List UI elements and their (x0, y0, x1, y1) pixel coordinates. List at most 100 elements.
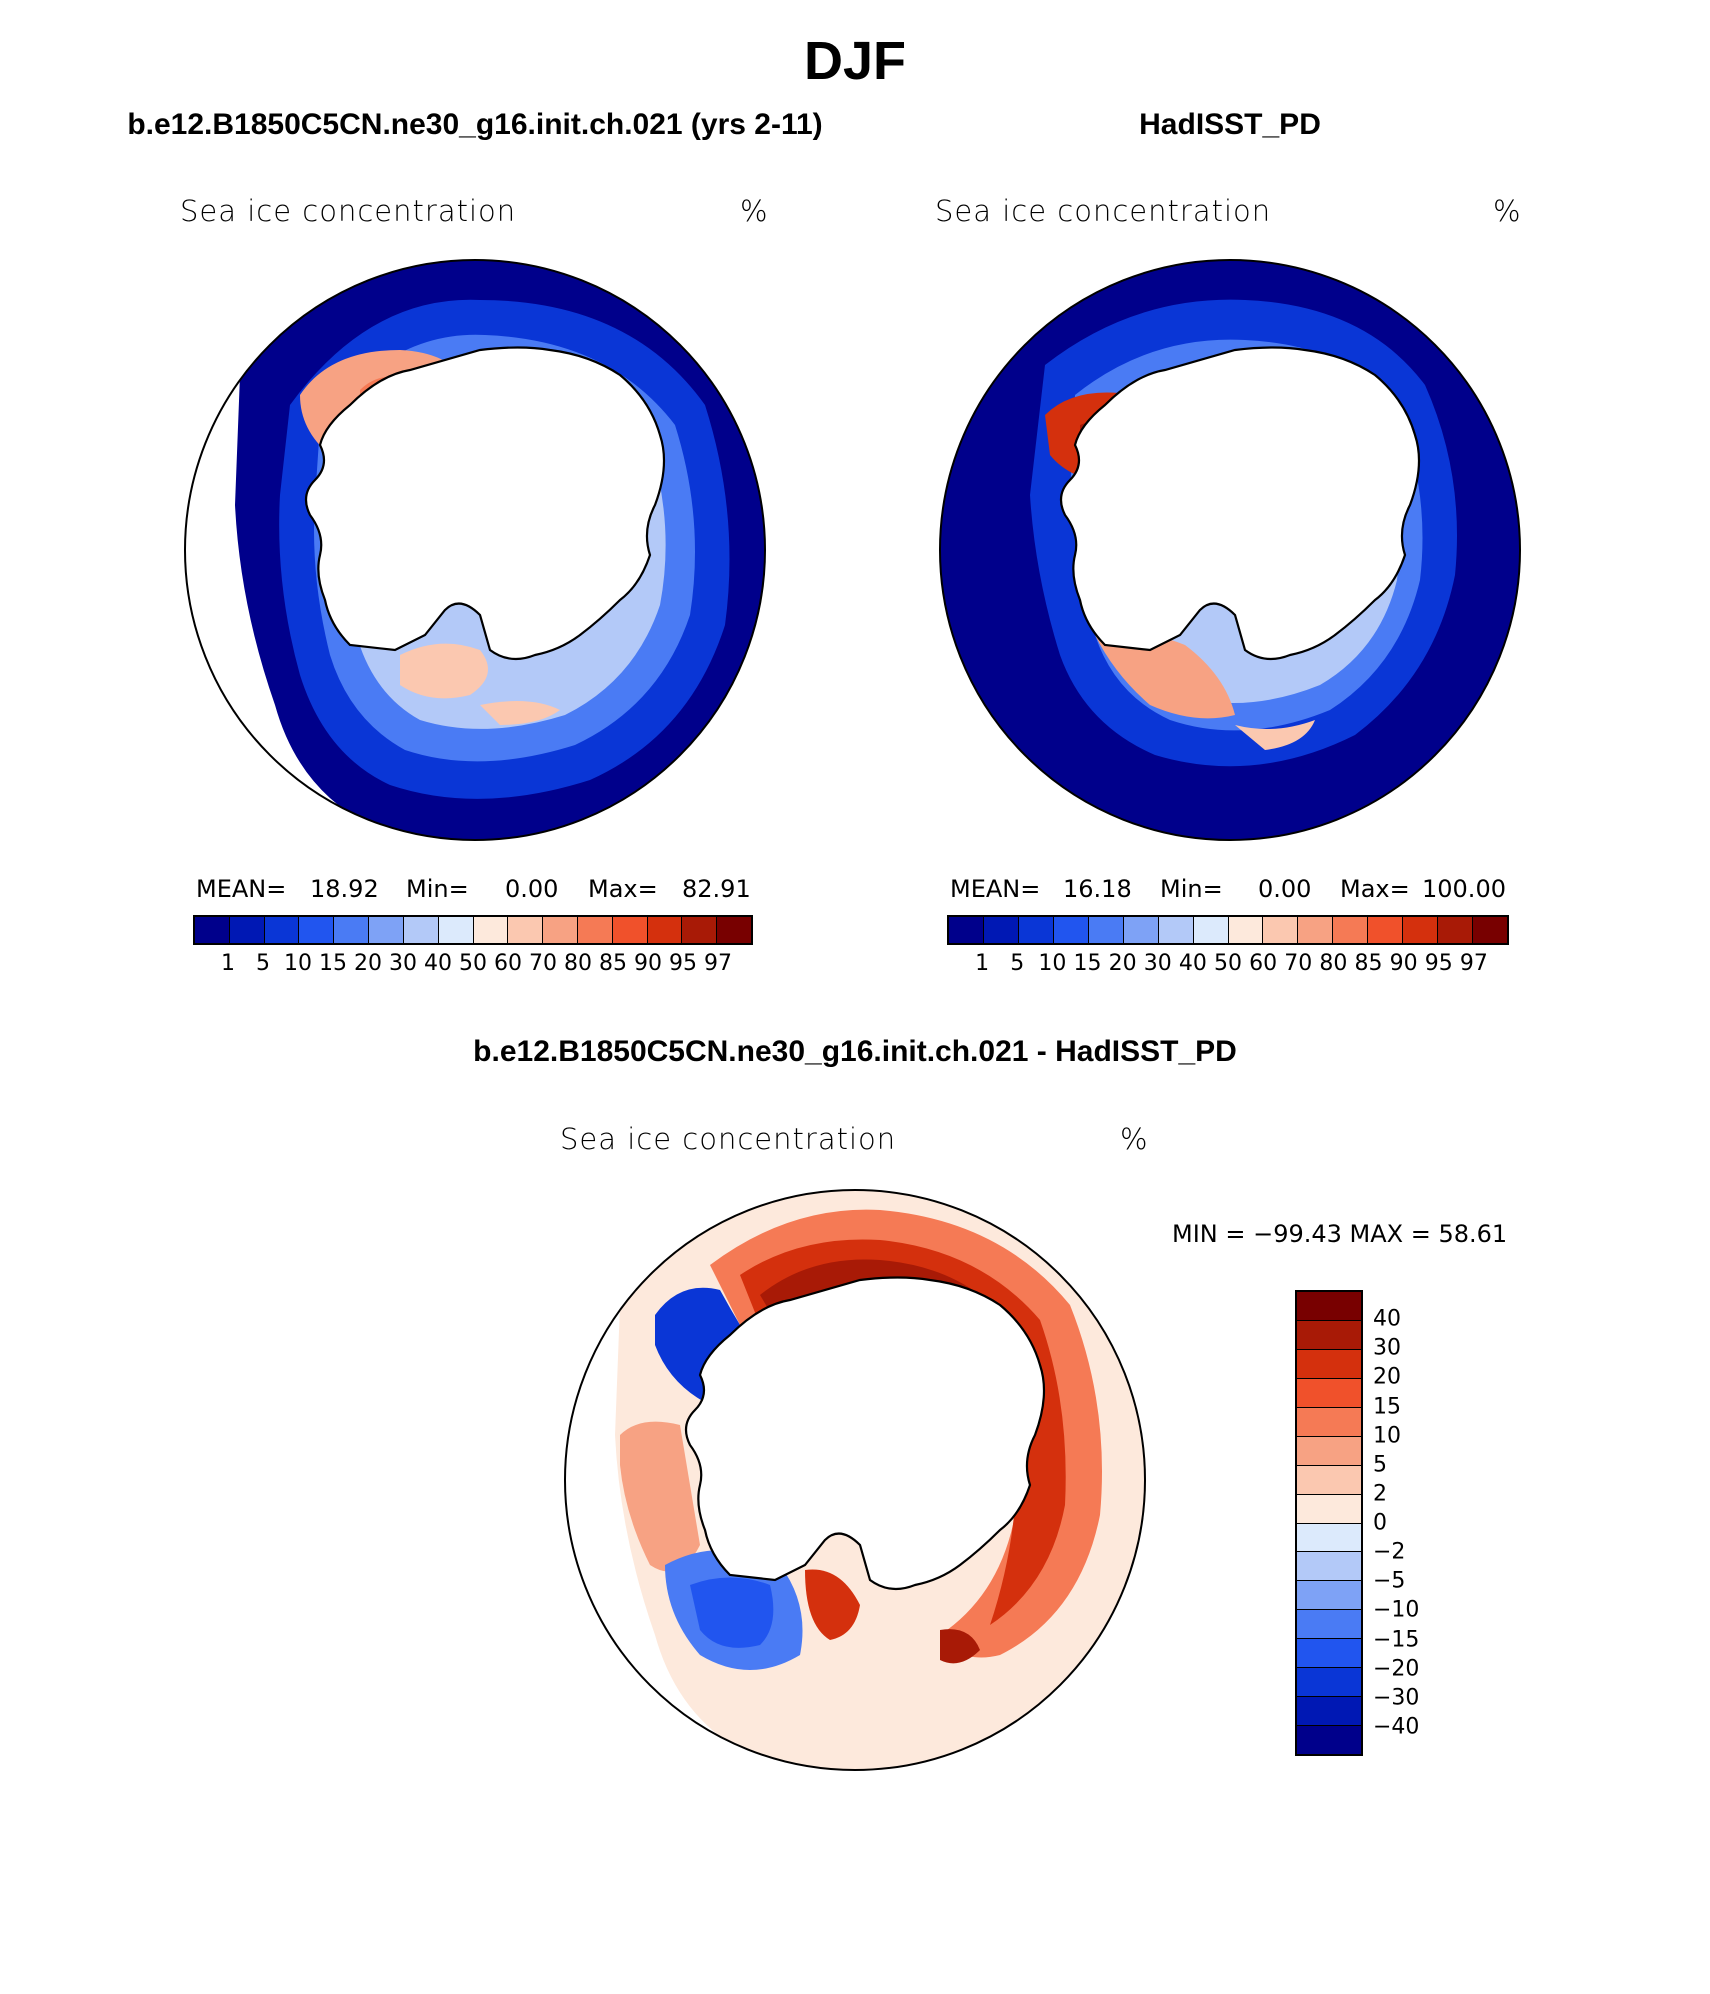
colorbar-tick-label: 0 (1373, 1510, 1387, 1536)
colorbar-tick-label: 85 (1354, 951, 1383, 976)
colorbar-swatch (577, 917, 613, 943)
colorbar-swatch (1297, 1378, 1361, 1408)
colorbar-swatch (1297, 1349, 1361, 1379)
panel-2-min: 0.00 (1258, 875, 1312, 903)
panel-2-colorbar (947, 915, 1509, 945)
colorbar-swatch (612, 917, 648, 943)
colorbar-swatch (1403, 917, 1439, 943)
colorbar-tick-label: −5 (1373, 1568, 1406, 1594)
panel-2-min-label: Min= (1160, 875, 1223, 903)
colorbar-tick-label: 50 (1214, 951, 1242, 976)
colorbar-swatch (983, 917, 1019, 943)
colorbar-swatch (195, 917, 230, 943)
colorbar-tick-label: −15 (1373, 1627, 1420, 1652)
panel-2-map (939, 259, 1521, 841)
colorbar-tick-label: −40 (1373, 1714, 1420, 1740)
colorbar-tick-label: 97 (704, 951, 732, 976)
colorbar-tick-label: 10 (284, 951, 312, 976)
colorbar-tick-label: 1 (975, 951, 990, 976)
colorbar-swatch (473, 917, 509, 943)
panel-1-min: 0.00 (505, 875, 559, 903)
colorbar-tick-label: 1 (221, 951, 235, 976)
colorbar-tick-label: −30 (1373, 1685, 1420, 1711)
colorbar-swatch (1297, 1581, 1361, 1611)
panel-1-max: 82.91 (682, 875, 751, 903)
colorbar-tick-label: 70 (529, 951, 557, 976)
colorbar-swatch (1297, 1668, 1361, 1698)
panel-2-max-label: Max= (1340, 875, 1410, 903)
colorbar-tick-label: 30 (1373, 1335, 1401, 1361)
colorbar-tick-label: 5 (256, 951, 270, 976)
colorbar-tick-label: 97 (1459, 951, 1488, 976)
colorbar-tick-label: 80 (1319, 951, 1348, 976)
colorbar-tick-label: 15 (1373, 1394, 1401, 1419)
colorbar-swatch (1088, 917, 1124, 943)
colorbar-swatch (682, 917, 718, 943)
colorbar-swatch (229, 917, 265, 943)
colorbar-tick-label: 5 (1373, 1452, 1387, 1478)
colorbar-tick-label: 20 (1373, 1364, 1401, 1390)
panel-2-max: 100.00 (1422, 875, 1506, 903)
colorbar-swatch (369, 917, 404, 943)
panel-3-variable: Sea ice concentration (560, 1122, 897, 1156)
colorbar-swatch (438, 917, 474, 943)
colorbar-swatch (1297, 1639, 1361, 1669)
colorbar-swatch (647, 917, 683, 943)
panel-3-units: % (1120, 1122, 1149, 1156)
colorbar-swatch (1297, 1697, 1361, 1727)
colorbar-swatch (1123, 917, 1159, 943)
panel-1-units: % (740, 194, 769, 228)
colorbar-swatch (1297, 1320, 1361, 1350)
panel-3-map (564, 1189, 1146, 1771)
colorbar-swatch (1297, 1494, 1361, 1524)
colorbar-swatch (1053, 917, 1089, 943)
panel-2-mean-label: MEAN= (950, 875, 1041, 903)
colorbar-swatch (1297, 1292, 1361, 1321)
colorbar-tick-label: 60 (494, 951, 522, 976)
colorbar-tick-label: 20 (354, 951, 382, 976)
colorbar-swatch (508, 917, 544, 943)
colorbar-tick-label: 40 (424, 951, 452, 976)
colorbar-tick-label: 40 (1178, 951, 1207, 976)
colorbar-swatch (1263, 917, 1299, 943)
colorbar-tick-label: 30 (389, 951, 417, 976)
colorbar-tick-label: 10 (1373, 1423, 1401, 1449)
panel-3-stats: MIN = −99.43 MAX = 58.61 (1172, 1220, 1508, 1248)
colorbar-tick-label: 85 (599, 951, 627, 976)
colorbar-tick-label: 80 (564, 951, 592, 976)
panel-1-map (184, 259, 766, 841)
colorbar-tick-label: 95 (1424, 951, 1453, 976)
colorbar-swatch (1018, 917, 1054, 943)
colorbar-swatch (1298, 917, 1334, 943)
colorbar-tick-label: 20 (1108, 951, 1137, 976)
colorbar-swatch (1333, 917, 1369, 943)
colorbar-swatch (717, 917, 751, 943)
colorbar-tick-label: 15 (1073, 951, 1102, 976)
colorbar-swatch (1193, 917, 1229, 943)
colorbar-tick-label: −10 (1373, 1597, 1420, 1623)
colorbar-swatch (543, 917, 578, 943)
panel-1-title: b.e12.B1850C5CN.ne30_g16.init.ch.021 (yr… (127, 108, 823, 141)
colorbar-swatch (1228, 917, 1264, 943)
colorbar-tick-label: 2 (1373, 1481, 1387, 1507)
colorbar-swatch (949, 917, 984, 943)
colorbar-tick-label: 5 (1010, 951, 1025, 976)
panel-2-variable: Sea ice concentration (935, 194, 1272, 228)
colorbar-tick-label: 90 (1389, 951, 1418, 976)
colorbar-swatch (264, 917, 300, 943)
panel-1-min-label: Min= (406, 875, 469, 903)
colorbar-swatch (1473, 917, 1507, 943)
colorbar-tick-label: −2 (1373, 1539, 1406, 1565)
panel-2-mean: 16.18 (1063, 875, 1132, 903)
main-title: DJF (803, 31, 906, 91)
colorbar-swatch (1297, 1610, 1361, 1640)
colorbar-tick-label: 70 (1284, 951, 1313, 976)
colorbar-swatch (1158, 917, 1194, 943)
colorbar-swatch (1297, 1523, 1361, 1553)
colorbar-swatch (299, 917, 335, 943)
colorbar-swatch (1297, 1436, 1361, 1466)
colorbar-swatch (334, 917, 370, 943)
colorbar-swatch (1438, 917, 1474, 943)
colorbar-swatch (1297, 1552, 1361, 1582)
colorbar-tick-label: 50 (459, 951, 487, 976)
